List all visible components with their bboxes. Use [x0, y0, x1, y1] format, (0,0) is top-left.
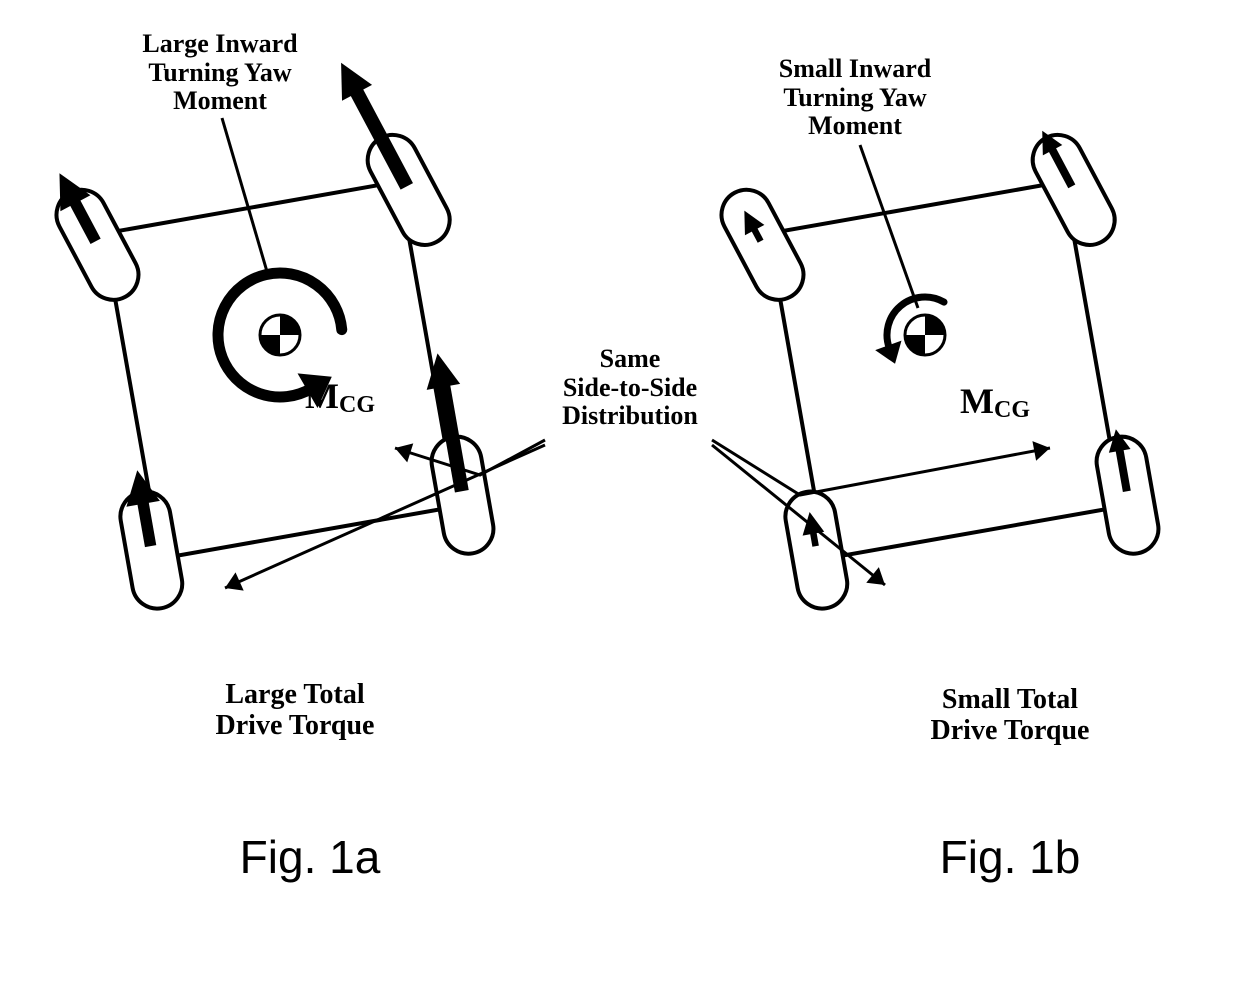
label-left-top: Large Inward Turning Yaw Moment: [95, 30, 345, 116]
label-right-top: Small Inward Turning Yaw Moment: [730, 55, 980, 141]
figure-label-right: Fig. 1b: [880, 830, 1140, 884]
mcg-label-left: MCG: [305, 375, 375, 419]
figure-label-left: Fig. 1a: [180, 830, 440, 884]
mcg-sub-right: CG: [994, 397, 1030, 423]
cg-icon: [905, 315, 945, 355]
leader-line: [860, 145, 918, 308]
mcg-M-right: M: [960, 381, 994, 421]
label-center: Same Side-to-Side Distribution: [530, 345, 730, 431]
mcg-M-left: M: [305, 376, 339, 416]
vehicle: [709, 112, 1179, 615]
leader-line: [225, 445, 545, 591]
mcg-sub-left: CG: [339, 392, 375, 418]
label-left-bottom: Large Total Drive Torque: [155, 680, 435, 742]
label-right-bottom: Small Total Drive Torque: [870, 685, 1150, 747]
cg-icon: [260, 315, 300, 355]
mcg-label-right: MCG: [960, 380, 1030, 424]
leader-line: [222, 118, 268, 275]
